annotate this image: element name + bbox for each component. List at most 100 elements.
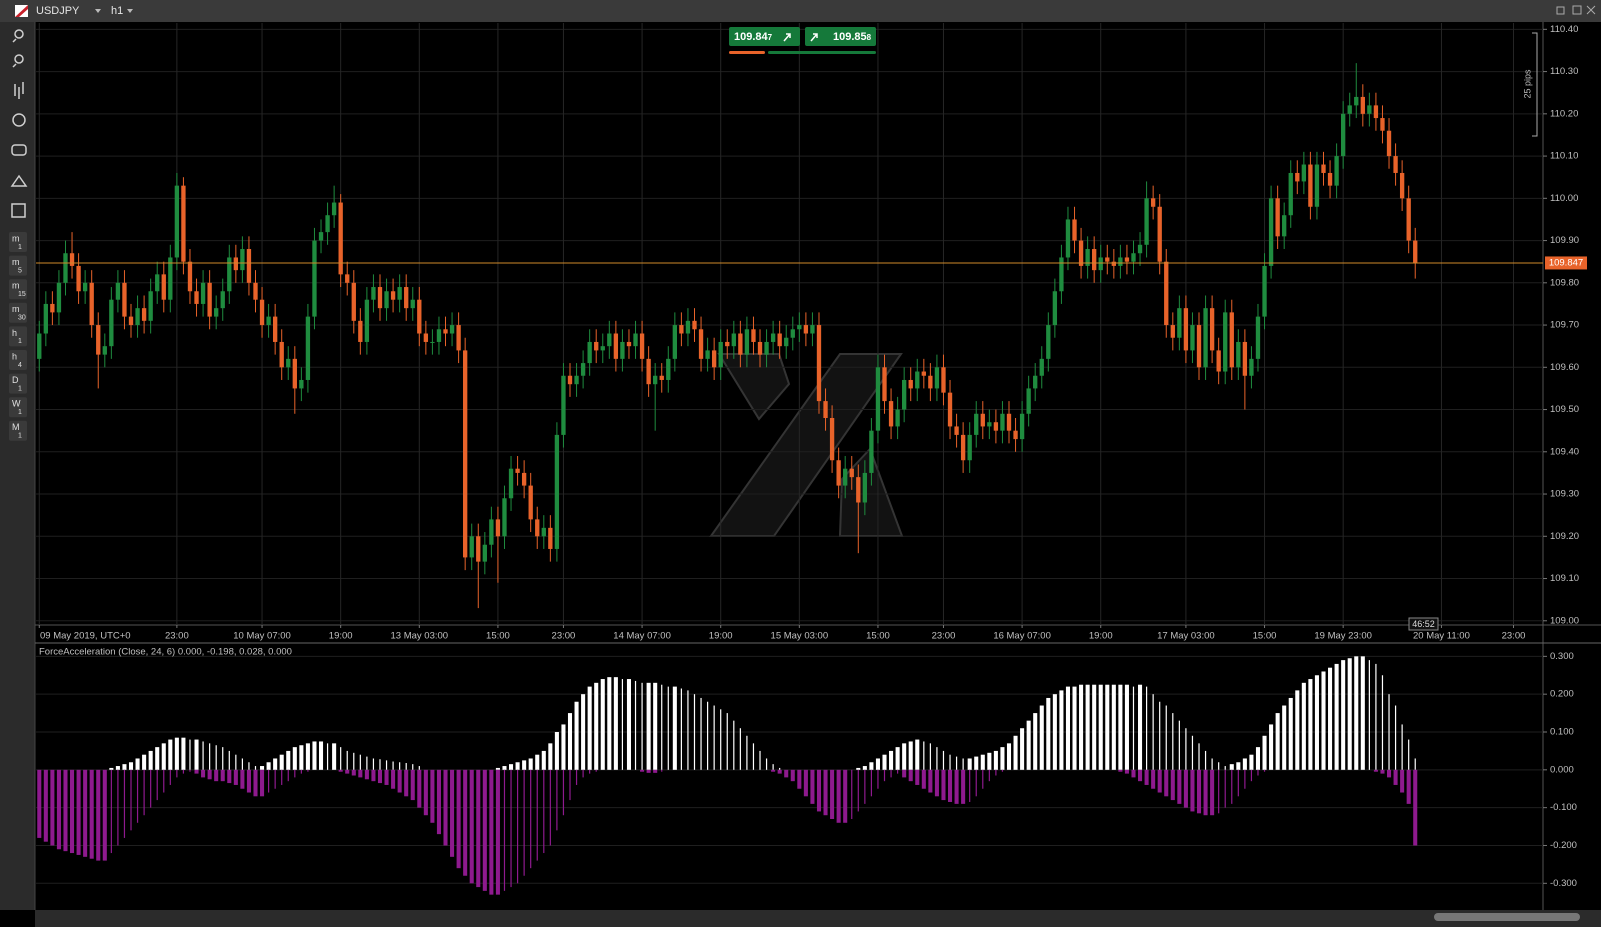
histogram-bar xyxy=(168,739,173,770)
histogram-bar xyxy=(123,769,126,838)
histogram-bar xyxy=(228,750,230,770)
timeframe-count: 1 xyxy=(18,244,22,251)
histogram-bar xyxy=(1152,694,1154,770)
candle-body xyxy=(764,341,769,355)
window-close[interactable] xyxy=(1586,5,1596,15)
histogram-bar xyxy=(89,769,94,859)
histogram-bar xyxy=(1131,769,1136,778)
histogram-bar xyxy=(340,747,342,770)
templates[interactable] xyxy=(10,174,28,187)
sell-button[interactable] xyxy=(729,27,800,46)
timeframe-button[interactable]: M1 xyxy=(9,420,27,441)
sell-price[interactable]: 109.847 xyxy=(734,31,773,43)
zoom-out[interactable] xyxy=(12,54,24,68)
buy-sentiment xyxy=(768,51,876,54)
candle-body xyxy=(1006,413,1012,431)
histogram-bar xyxy=(358,769,363,778)
histogram-bar xyxy=(836,769,841,823)
timeframe-button[interactable]: m5 xyxy=(9,255,27,276)
histogram-bar xyxy=(902,743,907,770)
scrollbar-thumb[interactable] xyxy=(1434,913,1580,921)
histogram-bar xyxy=(869,762,874,770)
candle-body xyxy=(947,392,953,427)
timeframe-button[interactable]: D1 xyxy=(9,373,27,394)
drawing-tools[interactable] xyxy=(12,113,26,127)
candle-body xyxy=(1085,249,1090,266)
histogram-bar xyxy=(273,758,278,770)
histogram-bar xyxy=(260,766,265,770)
histogram-bar xyxy=(254,766,257,770)
candle-body xyxy=(587,341,592,364)
indicators[interactable] xyxy=(11,144,27,156)
histogram-bar xyxy=(240,769,245,789)
timeframe-button[interactable]: m30 xyxy=(9,302,27,323)
candle-body xyxy=(934,367,940,389)
candle-body xyxy=(888,401,894,427)
candle-body xyxy=(1124,257,1130,262)
symbol-name[interactable]: USDJPY xyxy=(36,5,80,17)
buy-button[interactable] xyxy=(805,27,876,46)
candle-body xyxy=(443,329,448,334)
x-tick-label: 23:00 xyxy=(1502,631,1526,642)
histogram-bar xyxy=(1165,705,1167,770)
candle-body xyxy=(515,468,520,473)
histogram-bar xyxy=(693,694,696,770)
histogram-bar xyxy=(463,769,468,876)
candle-body xyxy=(725,341,730,347)
symbol-dropdown[interactable] xyxy=(95,9,101,13)
histogram-bar xyxy=(1124,684,1129,770)
histogram-bar xyxy=(1026,720,1031,770)
timeframe-button[interactable]: W1 xyxy=(9,397,27,418)
histogram-bar xyxy=(626,679,632,770)
histogram-bar xyxy=(1001,769,1004,772)
histogram-bar xyxy=(326,743,329,770)
timeframe-button[interactable]: h4 xyxy=(9,350,27,370)
histogram-bar xyxy=(260,769,265,797)
histogram-bar xyxy=(377,769,383,784)
window-maximize[interactable] xyxy=(1572,5,1582,15)
timeframe-dropdown[interactable] xyxy=(127,9,133,13)
candle-body xyxy=(1164,261,1169,326)
histogram-bar xyxy=(1257,769,1259,776)
candle-body xyxy=(1013,430,1018,440)
histogram-bar xyxy=(332,743,337,770)
candle-body xyxy=(181,185,186,262)
y-tick-label: 109.50 xyxy=(1550,404,1579,415)
histogram-bar xyxy=(194,739,199,770)
candle-body xyxy=(1039,358,1044,376)
candle-body xyxy=(1347,105,1352,114)
histogram-bar xyxy=(1360,656,1365,770)
histogram-bar xyxy=(810,769,815,804)
candle-body xyxy=(974,413,979,435)
candle-body xyxy=(1314,164,1320,207)
timeframe-button[interactable]: m15 xyxy=(9,279,27,300)
histogram-bar xyxy=(739,728,741,770)
candle-body xyxy=(345,274,350,283)
buy-price[interactable]: 109.858 xyxy=(833,31,872,43)
candle-body xyxy=(404,287,409,309)
y-tick-label: 110.20 xyxy=(1550,108,1578,119)
candle-body xyxy=(823,401,828,418)
timeframe-count: 1 xyxy=(18,433,22,440)
histogram-bar xyxy=(548,743,553,770)
histogram-bar xyxy=(233,769,238,785)
timeframe-button-bg xyxy=(9,232,27,252)
chart-type[interactable] xyxy=(14,82,24,99)
candle-body xyxy=(482,544,487,562)
candle-body xyxy=(1196,325,1202,368)
candle-body xyxy=(410,299,415,309)
window-detach[interactable] xyxy=(1556,6,1565,15)
zoom-in[interactable] xyxy=(12,29,24,43)
timeframe-button[interactable]: h1 xyxy=(9,326,27,347)
settings[interactable] xyxy=(11,203,26,218)
candle-body xyxy=(135,308,140,326)
candle-body xyxy=(220,291,225,309)
histogram-bar xyxy=(797,769,802,789)
histogram-bar xyxy=(595,769,597,772)
timeframe-name[interactable]: h1 xyxy=(111,5,123,17)
timeframe-button[interactable]: m1 xyxy=(9,232,27,252)
candle-body xyxy=(122,282,127,317)
histogram-bar xyxy=(870,769,873,797)
histogram-bar xyxy=(1159,701,1161,770)
timeframe-count: 15 xyxy=(18,291,26,298)
